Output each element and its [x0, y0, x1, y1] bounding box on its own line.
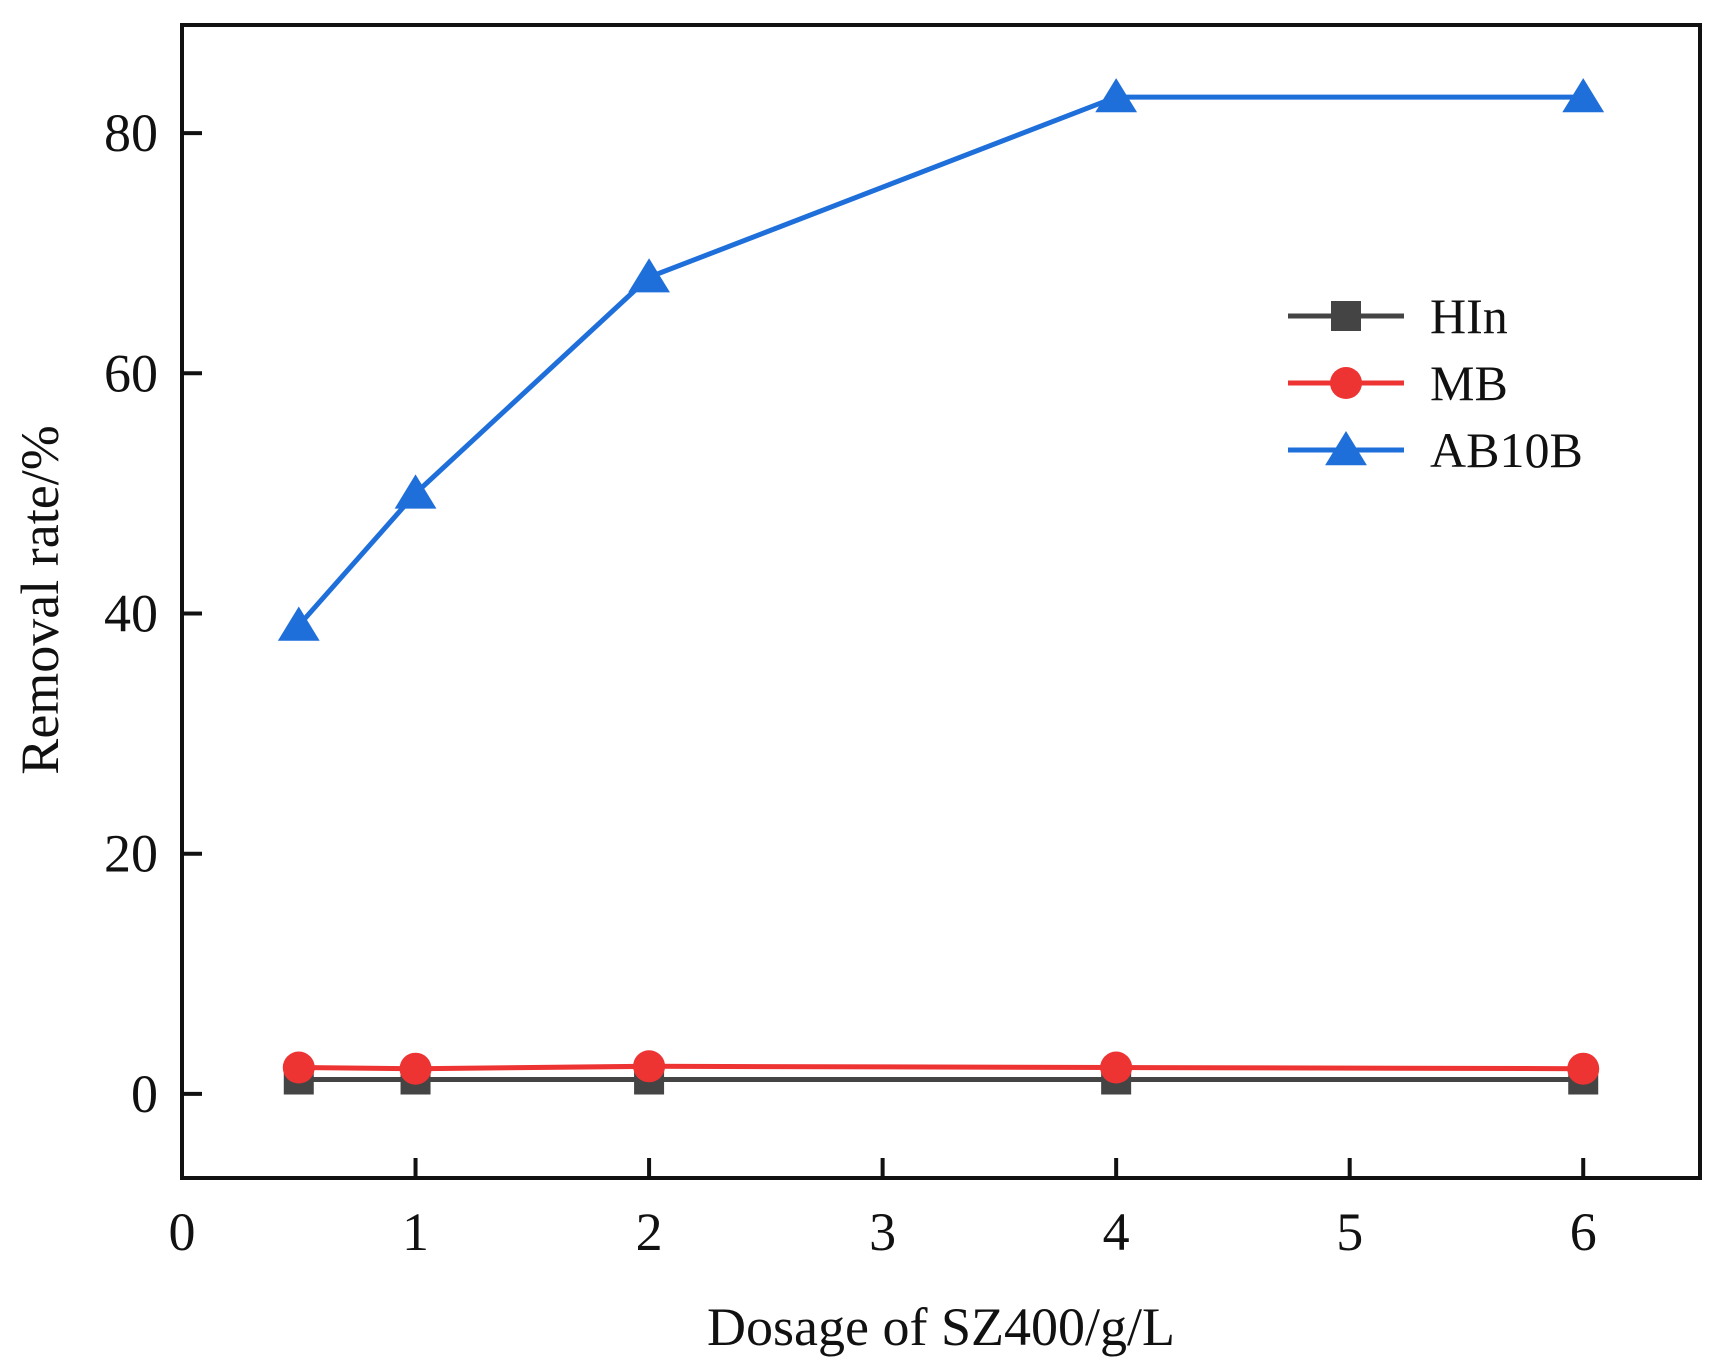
x-tick-label: 0	[169, 1202, 196, 1262]
data-point	[277, 606, 320, 641]
plot-frame	[180, 23, 1702, 1180]
series-mb	[282, 1050, 1600, 1085]
x-tick-label: 6	[1570, 1202, 1597, 1262]
series-layer	[277, 78, 1605, 1095]
legend-marker	[1330, 367, 1362, 399]
legend: HIn MB AB10B	[1288, 288, 1583, 478]
legend-item-hin: HIn	[1288, 288, 1508, 344]
data-point	[1562, 78, 1605, 113]
y-axis-title: Removal rate/%	[10, 425, 70, 774]
legend-label: MB	[1430, 355, 1508, 411]
data-point	[628, 258, 670, 293]
x-axis-title: Dosage of SZ400/g/L	[707, 1297, 1175, 1357]
data-point	[282, 1051, 315, 1084]
x-axis-ticks: 0 1 2 3 4 5 6	[169, 1158, 1597, 1262]
y-tick-label: 40	[104, 584, 158, 644]
x-tick-label: 3	[869, 1202, 896, 1262]
legend-item-mb: MB	[1288, 355, 1508, 411]
y-tick-label: 20	[104, 824, 158, 884]
legend-item-ab10b: AB10B	[1288, 422, 1583, 478]
legend-marker	[1331, 301, 1361, 331]
series-ab10b	[277, 78, 1605, 641]
legend-label: HIn	[1430, 288, 1508, 344]
data-point	[1567, 1052, 1600, 1085]
data-point	[1095, 78, 1138, 113]
data-point	[633, 1050, 666, 1083]
x-tick-label: 2	[636, 1202, 663, 1262]
x-tick-label: 1	[402, 1202, 429, 1262]
x-tick-label: 4	[1103, 1202, 1130, 1262]
series-line	[298, 1063, 1584, 1072]
data-point	[394, 474, 437, 509]
legend-label: AB10B	[1430, 422, 1583, 478]
y-tick-label: 60	[104, 343, 158, 403]
legend-marker	[1325, 431, 1367, 466]
y-tick-label: 80	[104, 103, 158, 163]
y-tick-label: 0	[131, 1064, 158, 1124]
data-point	[1100, 1051, 1133, 1084]
y-axis-ticks: 0 20 40 60 80	[104, 103, 202, 1124]
x-tick-label: 5	[1336, 1202, 1363, 1262]
data-point	[399, 1052, 432, 1085]
